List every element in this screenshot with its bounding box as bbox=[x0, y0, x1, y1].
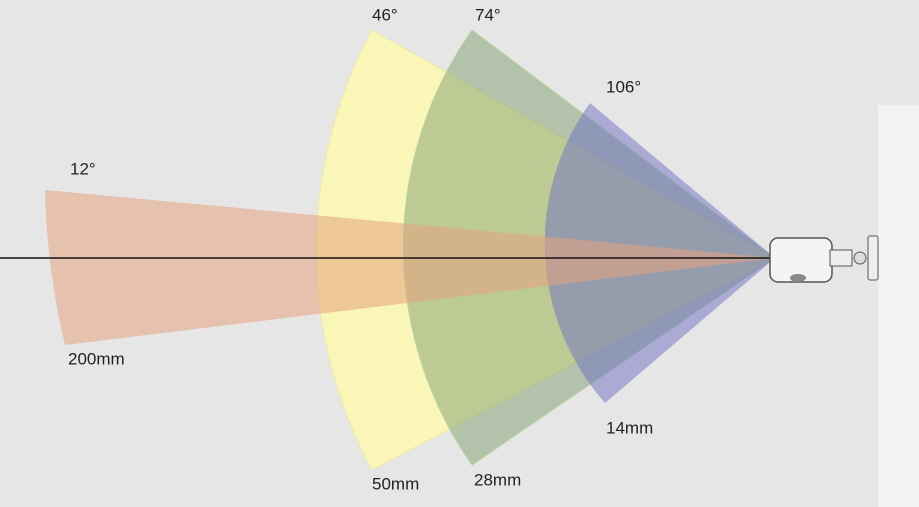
focal-label: 50mm bbox=[372, 474, 419, 493]
angle-label: 106° bbox=[606, 77, 641, 96]
angle-label: 74° bbox=[475, 5, 501, 24]
angle-label: 12° bbox=[70, 159, 96, 178]
wall bbox=[878, 105, 919, 507]
camera-mount bbox=[829, 249, 853, 267]
camera-joint bbox=[853, 251, 867, 265]
angle-label: 46° bbox=[372, 5, 398, 24]
camera-sensor bbox=[790, 274, 806, 282]
focal-label: 200mm bbox=[68, 349, 125, 368]
focal-label: 28mm bbox=[474, 470, 521, 489]
wall-plate bbox=[867, 235, 879, 281]
sector-12 bbox=[45, 190, 775, 345]
focal-label: 14mm bbox=[606, 418, 653, 437]
camera bbox=[769, 235, 879, 283]
